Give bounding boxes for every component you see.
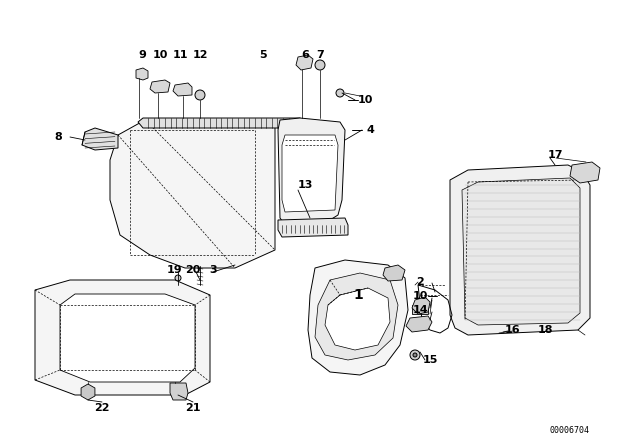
Text: 12: 12: [192, 50, 208, 60]
Text: 1: 1: [353, 288, 363, 302]
Circle shape: [315, 60, 325, 70]
Text: 8: 8: [54, 132, 62, 142]
Text: 15: 15: [422, 355, 438, 365]
Text: 20: 20: [186, 265, 201, 275]
Polygon shape: [35, 280, 210, 395]
Polygon shape: [462, 178, 580, 325]
Text: 2: 2: [416, 277, 424, 287]
Polygon shape: [308, 260, 408, 375]
Text: 13: 13: [298, 180, 313, 190]
Text: 10: 10: [412, 291, 428, 301]
Polygon shape: [278, 218, 348, 237]
Polygon shape: [325, 288, 390, 350]
Polygon shape: [450, 165, 590, 335]
Text: 18: 18: [537, 325, 553, 335]
Polygon shape: [136, 68, 148, 80]
Circle shape: [195, 90, 205, 100]
Text: 17: 17: [547, 150, 563, 160]
Text: 10: 10: [357, 95, 372, 105]
Text: 9: 9: [138, 50, 146, 60]
Text: 19: 19: [166, 265, 182, 275]
Polygon shape: [406, 316, 432, 332]
Polygon shape: [315, 273, 398, 360]
Text: 14: 14: [412, 305, 428, 315]
Circle shape: [576, 196, 584, 204]
Text: 4: 4: [366, 125, 374, 135]
Polygon shape: [82, 128, 118, 150]
Circle shape: [497, 323, 507, 333]
Text: 6: 6: [301, 50, 309, 60]
Text: 7: 7: [316, 50, 324, 60]
Polygon shape: [383, 265, 405, 281]
Polygon shape: [173, 83, 192, 96]
Polygon shape: [296, 55, 313, 70]
Polygon shape: [412, 297, 430, 314]
Circle shape: [175, 275, 181, 281]
Polygon shape: [60, 294, 195, 382]
Text: 21: 21: [185, 403, 201, 413]
Circle shape: [410, 350, 420, 360]
Polygon shape: [81, 384, 95, 400]
Polygon shape: [278, 118, 345, 225]
Circle shape: [386, 271, 394, 279]
Polygon shape: [282, 135, 338, 212]
Text: 16: 16: [504, 325, 520, 335]
Circle shape: [397, 287, 403, 293]
Text: 3: 3: [209, 265, 217, 275]
Polygon shape: [570, 162, 600, 183]
Polygon shape: [150, 80, 170, 93]
Circle shape: [196, 258, 204, 266]
Bar: [412, 305, 428, 314]
Text: 22: 22: [94, 403, 109, 413]
Text: 11: 11: [172, 50, 188, 60]
Text: 10: 10: [152, 50, 168, 60]
Circle shape: [336, 89, 344, 97]
Text: 5: 5: [259, 50, 267, 60]
Circle shape: [413, 353, 417, 357]
Polygon shape: [170, 383, 188, 400]
Polygon shape: [110, 120, 275, 268]
Text: 00006704: 00006704: [550, 426, 590, 435]
Polygon shape: [138, 118, 305, 128]
Circle shape: [500, 326, 504, 330]
